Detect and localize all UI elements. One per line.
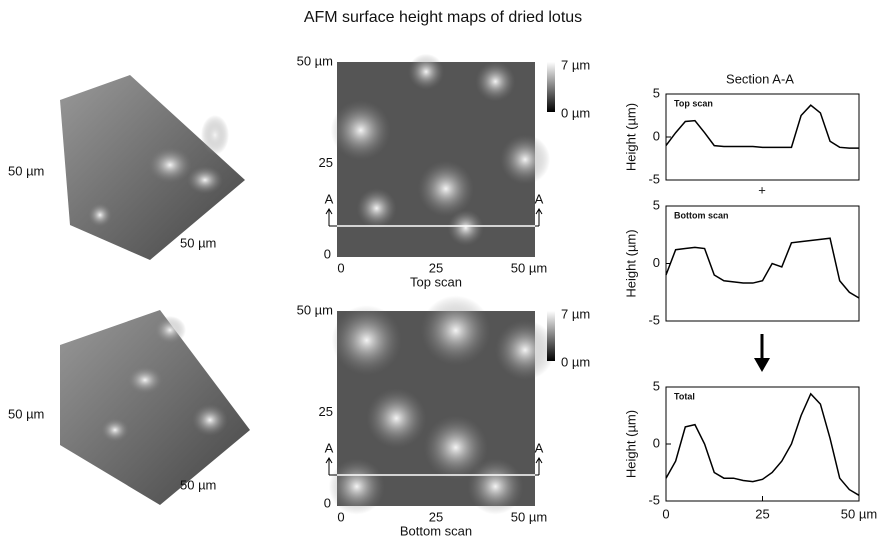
colorbar-label: 7 µm [561, 57, 590, 72]
arrow [754, 334, 770, 372]
annotation: Total [674, 391, 695, 401]
x-tick-label: 25 [429, 509, 443, 524]
colorbar-label: 7 µm [561, 306, 590, 321]
height-feature [331, 305, 402, 376]
profile-line [665, 237, 860, 299]
colorbar-label: 0 µm [561, 105, 590, 120]
y-axis-label: Height (µm) [623, 103, 638, 171]
surface-3d [60, 75, 250, 505]
section-arrow [535, 208, 543, 227]
section-label: A [325, 440, 334, 455]
profile-line [665, 392, 860, 496]
colorbar [547, 311, 555, 361]
height-feature [447, 209, 484, 246]
caption: Top scan [410, 274, 462, 289]
height-feature [408, 53, 445, 90]
section-title: Section A-A [726, 71, 794, 86]
section-arrow [535, 457, 543, 476]
front-label: 50 µm [180, 235, 216, 250]
side-label: 50 µm [8, 163, 44, 178]
figure-title: AFM surface height maps of dried lotus [304, 9, 582, 26]
y-tick-label: 5 [653, 197, 660, 212]
section-arrow [325, 208, 337, 227]
height-feature [420, 295, 491, 366]
height-feature [467, 458, 524, 515]
y-tick-label: 50 µm [297, 53, 333, 68]
caption: Bottom scan [400, 523, 472, 538]
side-label: 50 µm [8, 406, 44, 421]
annotation: Top scan [674, 98, 713, 108]
y-tick-label: -5 [648, 312, 660, 327]
x-tick-label: 0 [662, 506, 669, 521]
height-feature [475, 61, 516, 102]
height-feature [500, 134, 551, 185]
y-tick-label: 25 [319, 155, 333, 170]
y-tick-label: 5 [653, 85, 660, 100]
height-feature [330, 100, 391, 161]
colorbar [547, 62, 555, 112]
plot-frame [665, 205, 860, 322]
plot-frame [665, 386, 860, 502]
height-feature [366, 388, 427, 449]
height-feature [423, 415, 488, 480]
section-arrow [325, 457, 337, 476]
section-label: A [325, 191, 334, 206]
y-tick-label: 0 [653, 435, 660, 450]
x-tick-label: 25 [429, 260, 443, 275]
colorbar-label: 0 µm [561, 354, 590, 369]
y-tick-label: 50 µm [297, 302, 333, 317]
height-feature [417, 160, 474, 217]
y-tick-label: 5 [653, 378, 660, 393]
y-tick-label: 0 [653, 128, 660, 143]
height-feature [328, 458, 385, 515]
y-tick-label: 0 [324, 246, 331, 261]
x-tick-label: 50 µm [511, 509, 547, 524]
profile-line [665, 104, 859, 149]
y-tick-label: 0 [653, 255, 660, 270]
y-tick-label: 0 [324, 495, 331, 510]
y-tick-label: 25 [319, 404, 333, 419]
y-tick-label: -5 [648, 492, 660, 507]
plus: + [758, 182, 766, 197]
x-tick-label: 25 [755, 506, 769, 521]
x-tick-label: 50 µm [511, 260, 547, 275]
x-tick-label: 0 [337, 509, 344, 524]
x-tick-label: 0 [337, 260, 344, 275]
x-tick-label: 50 µm [841, 506, 877, 521]
section-label: A [535, 191, 544, 206]
y-tick-label: -5 [648, 171, 660, 186]
front-label: 50 µm [180, 477, 216, 492]
section-label: A [535, 440, 544, 455]
y-axis-label: Height (µm) [623, 410, 638, 478]
annotation: Bottom scan [674, 210, 729, 220]
height-feature [495, 320, 556, 380]
y-axis-label: Height (µm) [623, 229, 638, 297]
height-feature [356, 188, 397, 229]
